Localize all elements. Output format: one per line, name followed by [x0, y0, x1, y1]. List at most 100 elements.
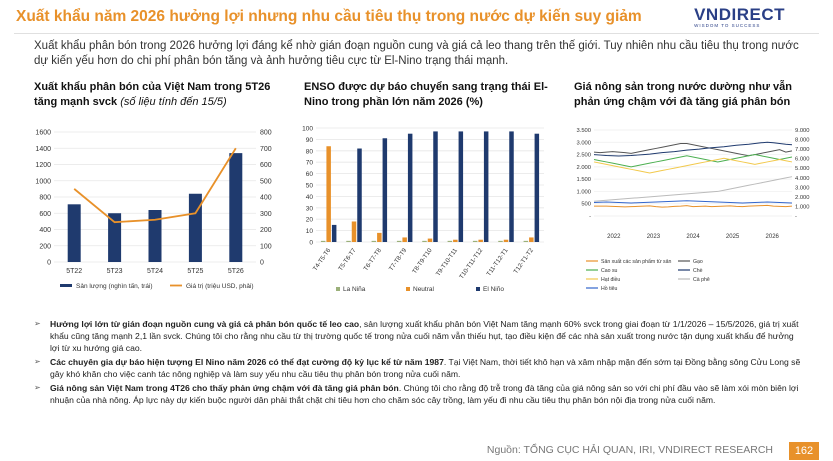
y-right-tick-label: 700	[260, 146, 272, 153]
chart1-title: Xuất khẩu phân bón của Việt Nam trong 5T…	[34, 80, 284, 110]
bar	[472, 240, 478, 242]
bar	[509, 131, 514, 242]
legend-swatch	[336, 287, 340, 291]
x-tick-label: 5T26	[228, 268, 244, 275]
y-right-tick-label: 1.000	[795, 204, 810, 210]
series-line	[593, 200, 793, 204]
legend-label: Sản xuất các sản phẩm từ sản	[601, 258, 671, 265]
x-tick-label: T9-T10-T11	[435, 247, 460, 278]
y-tick-label: 40	[306, 194, 314, 201]
y-right-tick-label: 8.000	[795, 138, 810, 144]
x-year-label: 2022	[607, 234, 621, 240]
y-right-tick-label: 2.000	[795, 195, 810, 201]
x-tick-label: T7-T8-T9	[388, 247, 409, 273]
x-tick-label: T6-T7-T8	[362, 247, 383, 273]
bar	[427, 238, 433, 242]
series-line	[593, 157, 793, 174]
legend-label: El Niño	[483, 286, 504, 293]
logo-wordmark: VNDIRECT	[694, 5, 785, 24]
y-tick-label: 50	[306, 183, 314, 190]
chart3-title: Giá nông sản trong nước dường như vẫn ph…	[574, 81, 792, 108]
bar	[523, 240, 529, 242]
header-divider	[14, 33, 819, 34]
x-year-label: 2023	[647, 234, 661, 240]
legend-label: Chè	[693, 268, 703, 274]
source-note: Nguồn: TỔNG CỤC HẢI QUAN, IRI, VNDIRECT …	[486, 444, 773, 456]
bullet-text: , sản lượng xuất khẩu phân bón Việt Nam …	[50, 319, 799, 353]
bar	[498, 240, 503, 242]
bullet-item: ➢ Hưởng lợi lớn từ gián đoạn nguồn cung …	[34, 318, 804, 354]
x-year-label: 2026	[766, 234, 780, 240]
legend-label: Cao su	[601, 268, 618, 274]
x-tick-label: T4-T5-T6	[312, 247, 333, 273]
y-left-tick-label: 1400	[35, 146, 51, 153]
bar	[396, 240, 402, 242]
y-right-tick-label: 5.000	[795, 166, 810, 172]
y-left-tick-label: 3.500	[576, 128, 591, 134]
bar	[229, 153, 243, 262]
bullet-list: ➢ Hưởng lợi lớn từ gián đoạn nguồn cung …	[34, 318, 804, 408]
y-right-tick-label: -	[795, 214, 797, 220]
x-tick-label: 5T22	[66, 268, 82, 275]
y-left-tick-label: 1600	[35, 130, 51, 137]
x-tick-label: T12-T1-T2	[512, 247, 535, 275]
bar	[458, 131, 464, 242]
y-tick-label: 30	[306, 205, 314, 212]
y-left-tick-label: 1000	[35, 178, 51, 185]
y-tick-label: 80	[306, 148, 314, 155]
bullet-text: . Chúng tôi cho rằng độ trễ trong đà tăn…	[50, 383, 799, 405]
bar	[529, 237, 534, 242]
y-right-tick-label: 500	[260, 178, 272, 185]
bar	[331, 224, 337, 242]
bar	[371, 240, 377, 242]
logo-tagline: WISDOM TO SUCCESS	[694, 23, 761, 28]
y-left-tick-label: 400	[39, 227, 51, 234]
legend-label: La Niña	[343, 286, 366, 293]
y-tick-label: 10	[306, 228, 314, 235]
bullet-bold: Hưởng lợi lớn từ gián đoạn nguồn cung và…	[50, 319, 360, 329]
series-line	[593, 176, 793, 202]
x-tick-label: 5T25	[187, 268, 203, 275]
legend-label: Sản lượng (nghìn tấn, trái)	[76, 281, 153, 290]
legend-label: Gạo	[693, 259, 703, 265]
y-right-tick-label: 4.000	[795, 176, 810, 182]
bar	[483, 131, 489, 242]
value-line	[73, 147, 237, 224]
x-tick-label: 5T24	[147, 268, 163, 275]
bar	[478, 239, 483, 242]
bar	[453, 239, 458, 242]
legend-swatch	[476, 287, 480, 291]
bar	[320, 240, 326, 242]
y-left-tick-label: 200	[39, 243, 51, 250]
series-line	[593, 141, 793, 157]
y-left-tick-label: 600	[39, 211, 51, 218]
bar	[382, 138, 388, 242]
y-left-tick-label: 800	[39, 195, 51, 202]
y-tick-label: 70	[306, 160, 314, 167]
page-number: 162	[789, 442, 819, 460]
y-tick-label: 90	[306, 137, 314, 144]
chart1-export-chart: 0 200 400 600 800 1000 1200 1400 1600 0 100 200 300 4…	[35, 130, 272, 291]
series-line	[594, 204, 793, 208]
intro-paragraph: Xuất khẩu phân bón trong 2026 hưởng lợi …	[34, 40, 799, 67]
bullet-arrow-icon: ➢	[34, 357, 41, 366]
x-tick-label: 5T23	[107, 268, 123, 275]
chart2-enso-chart: 0 10 20 30 40 50 60 70 80 90 100 T4-T5-T6 T5-T6-T7 T6…	[302, 126, 544, 293]
chart1-title-note: (số liệu tính đến 15/5)	[120, 96, 227, 108]
bar	[447, 240, 453, 242]
chart3-crop-price-chart: - 500 1.000 1.500 2.000 2.500 3.000 3.500 - 1.000…	[576, 128, 810, 292]
bullet-item: ➢ Giá nông sản Việt Nam trong 4T26 cho t…	[34, 382, 804, 406]
chart2-title: ENSO được dự báo chuyển sang trạng thái …	[304, 81, 548, 108]
bar	[433, 131, 438, 242]
bar	[346, 240, 351, 242]
y-tick-label: 60	[306, 171, 314, 178]
y-tick-label: 100	[302, 126, 313, 133]
y-right-tick-label: 300	[260, 211, 272, 218]
y-right-tick-label: 0	[260, 260, 264, 267]
y-tick-label: 0	[309, 240, 313, 247]
y-left-tick-label: 1.000	[576, 189, 591, 195]
x-tick-label: T10-T11-T12	[458, 247, 485, 281]
x-tick-label: T5-T6-T7	[337, 247, 358, 273]
y-left-tick-label: 0	[47, 260, 51, 267]
bar	[534, 133, 540, 242]
